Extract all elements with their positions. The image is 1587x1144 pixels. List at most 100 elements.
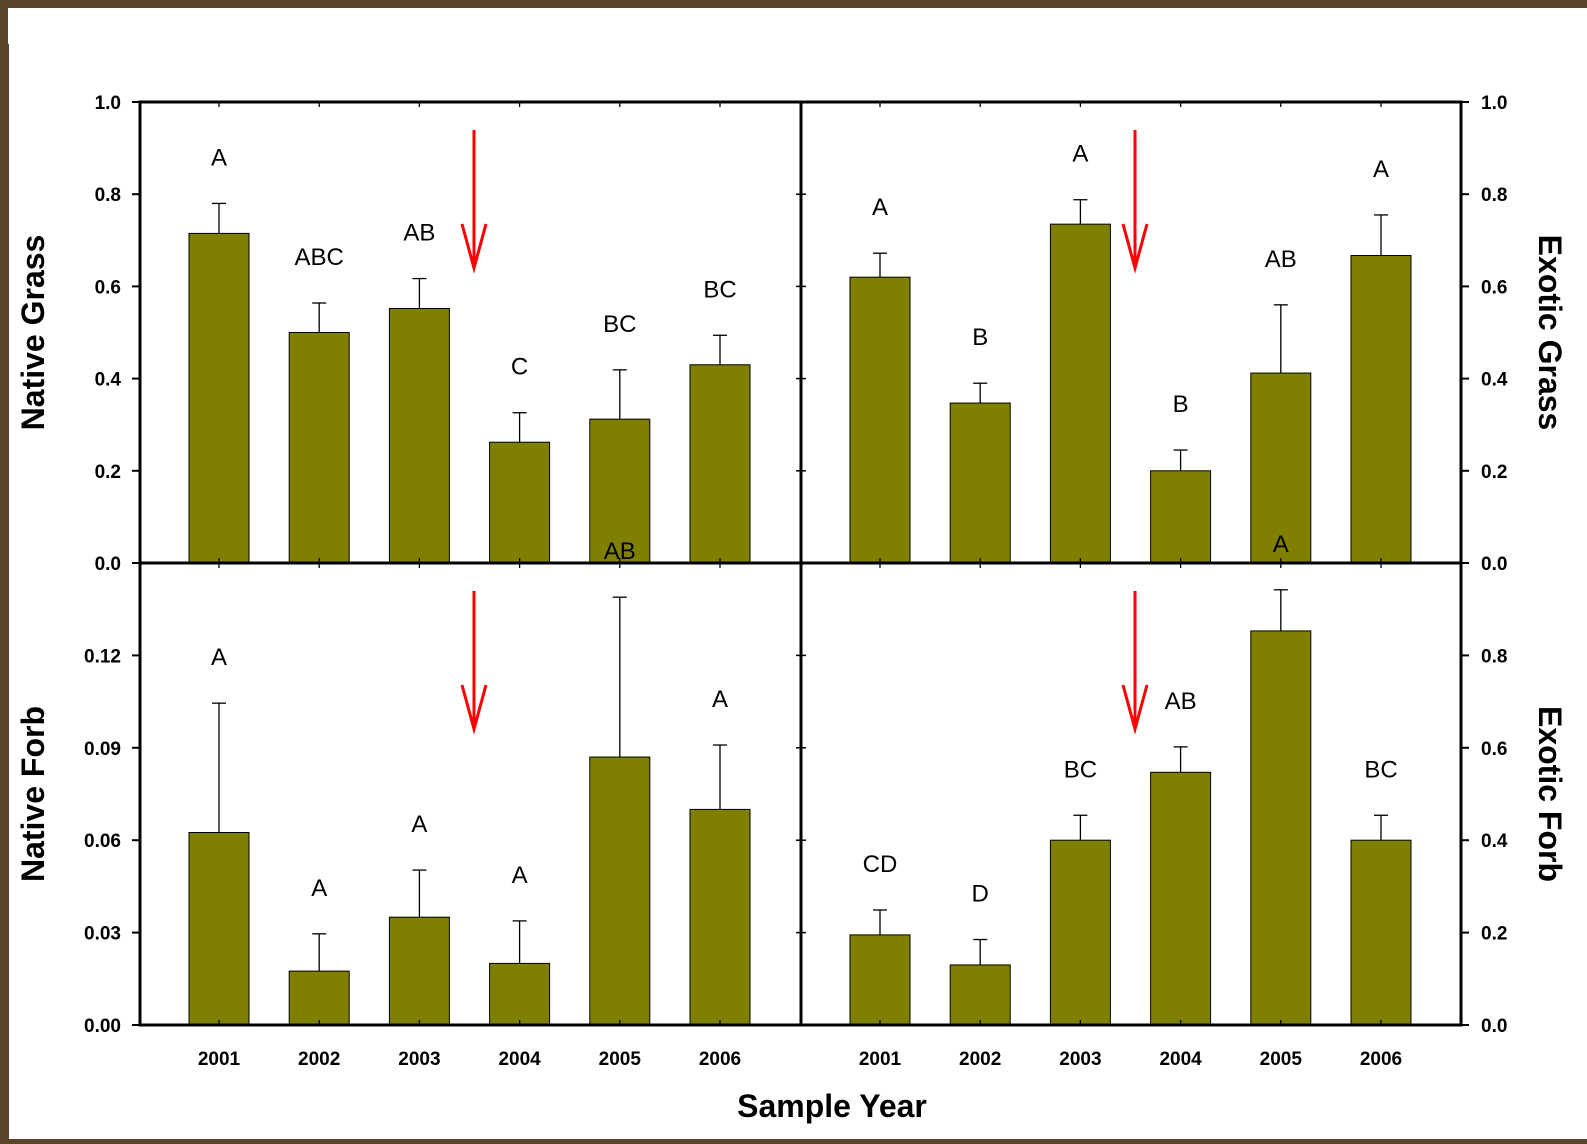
significance-letter: A (211, 144, 227, 171)
significance-letter: A (712, 686, 728, 713)
significance-letter: CD (863, 851, 898, 878)
x-tick-label: 2006 (1360, 1049, 1402, 1070)
bar (489, 441, 551, 564)
bar (949, 964, 1011, 1026)
y-axis-title: Exotic Forb (1532, 706, 1568, 882)
bar (1150, 771, 1212, 1026)
x-tick-label: 2003 (1059, 1049, 1101, 1070)
y-axis-title: Native Forb (15, 706, 51, 882)
significance-letter: A (411, 811, 427, 838)
bar (689, 808, 751, 1026)
panel-native-forb: A A A A AB A 0.00 0.03 0.06 0.09 0.12 2001 2002 2003 2… (15, 538, 803, 1070)
significance-letter: A (1273, 531, 1289, 558)
y-tick-label: 0.06 (84, 831, 121, 852)
significance-letter: A (311, 875, 327, 902)
bar (188, 232, 250, 564)
bar (288, 332, 350, 564)
bar (188, 832, 250, 1026)
y-tick-label: 0.0 (95, 554, 121, 575)
left-border (0, 44, 9, 1144)
y-tick-label: 1.0 (95, 93, 121, 114)
bar (288, 970, 350, 1026)
bar (949, 402, 1011, 564)
y-tick-label: 0.4 (95, 370, 122, 391)
bar (849, 276, 911, 564)
treatment-arrow-head (460, 684, 488, 735)
x-tick-label: 2001 (198, 1049, 241, 1070)
panel-frame (799, 561, 1463, 1027)
y-tick-label: 0.6 (1481, 277, 1507, 298)
y-tick-label: 0.4 (1481, 831, 1508, 852)
y-tick-label: 0.0 (1481, 554, 1507, 575)
bar (1049, 223, 1111, 564)
y-tick-label: 0.00 (84, 1016, 121, 1037)
significance-letter: ABC (295, 244, 344, 271)
y-tick-label: 0.12 (84, 646, 121, 667)
significance-letter: B (1173, 391, 1189, 418)
bar (589, 418, 651, 564)
y-tick-label: 0.0 (1481, 1016, 1507, 1037)
y-tick-label: 0.2 (1481, 462, 1507, 483)
bar (1250, 630, 1312, 1026)
y-tick-label: 1.0 (1481, 93, 1507, 114)
significance-letter: AB (1165, 688, 1197, 715)
panel-exotic-forb: CD D BC AB A BC 0.0 0.2 0.4 0.6 0.8 2001 2002 2003 200… (799, 531, 1568, 1070)
bar (388, 308, 450, 564)
y-axis-title: Exotic Grass (1532, 235, 1568, 431)
treatment-arrow-head (460, 223, 488, 274)
y-tick-label: 0.8 (1481, 185, 1507, 206)
x-axis-title: Sample Year (737, 1088, 927, 1124)
bar (689, 364, 751, 564)
figure-background (8, 8, 1587, 1139)
y-tick-label: 0.6 (95, 277, 121, 298)
bar (1250, 372, 1312, 564)
significance-letter: A (1072, 141, 1088, 168)
significance-letter: A (872, 194, 888, 221)
y-axis-title: Native Grass (15, 235, 51, 431)
significance-letter: AB (604, 538, 636, 565)
y-tick-label: 0.8 (1481, 646, 1507, 667)
x-tick-label: 2003 (398, 1049, 440, 1070)
significance-letter: B (972, 324, 988, 351)
y-tick-label: 0.6 (1481, 739, 1507, 760)
x-tick-label: 2001 (859, 1049, 902, 1070)
bar (388, 916, 450, 1026)
x-tick-label: 2004 (498, 1049, 541, 1070)
significance-letter: D (972, 881, 989, 908)
significance-letter: BC (1364, 756, 1397, 783)
significance-letter: A (211, 644, 227, 671)
significance-letter: A (512, 862, 528, 889)
x-tick-label: 2005 (1260, 1049, 1303, 1070)
treatment-arrow-head (1121, 684, 1149, 735)
y-tick-label: 0.09 (84, 739, 121, 760)
bar (1049, 839, 1111, 1026)
x-tick-label: 2002 (298, 1049, 340, 1070)
y-tick-label: 0.03 (84, 924, 121, 945)
y-tick-label: 0.8 (95, 185, 121, 206)
significance-letter: AB (403, 220, 435, 247)
bar (489, 962, 551, 1026)
bar (1350, 255, 1412, 564)
x-tick-label: 2002 (959, 1049, 1001, 1070)
top-border (8, 0, 1587, 8)
x-tick-label: 2006 (699, 1049, 741, 1070)
treatment-arrow-head (1121, 223, 1149, 274)
significance-letter: BC (603, 311, 636, 338)
bar (1150, 470, 1212, 564)
x-tick-label: 2004 (1159, 1049, 1202, 1070)
y-tick-label: 0.2 (95, 462, 121, 483)
bar (849, 934, 911, 1026)
bar (589, 756, 651, 1026)
significance-letter: AB (1265, 246, 1297, 273)
significance-letter: BC (703, 276, 736, 303)
x-tick-label: 2005 (599, 1049, 642, 1070)
significance-letter: C (511, 354, 528, 381)
significance-letter: BC (1064, 756, 1097, 783)
significance-letter: A (1373, 156, 1389, 183)
y-tick-label: 0.4 (1481, 370, 1508, 391)
y-tick-label: 0.2 (1481, 924, 1507, 945)
bar (1350, 839, 1412, 1026)
